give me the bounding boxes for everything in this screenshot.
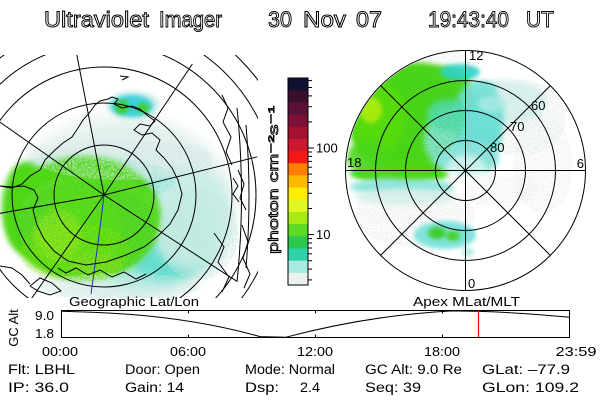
svg-text:19:43:40: 19:43:40 <box>428 7 509 32</box>
svg-text:Mode: Normal: Mode: Normal <box>245 362 335 377</box>
svg-text:18:00: 18:00 <box>424 344 460 359</box>
svg-text:06:00: 06:00 <box>170 344 206 359</box>
svg-text:07: 07 <box>356 7 382 32</box>
svg-text:Seq: 39: Seq: 39 <box>365 380 421 395</box>
svg-text:photon cm⁻²s⁻¹: photon cm⁻²s⁻¹ <box>265 105 281 254</box>
svg-text:6: 6 <box>577 156 584 171</box>
svg-text:23:59: 23:59 <box>556 344 597 359</box>
svg-text:18: 18 <box>347 155 361 170</box>
svg-text:2.4: 2.4 <box>300 380 321 395</box>
svg-text:10: 10 <box>316 227 330 242</box>
svg-text:12:00: 12:00 <box>297 344 333 359</box>
svg-text:Ultraviolet: Ultraviolet <box>44 7 149 32</box>
svg-text:70: 70 <box>510 119 524 134</box>
svg-text:UT: UT <box>526 7 554 32</box>
svg-text:IP: 36.0: IP: 36.0 <box>8 380 69 395</box>
svg-text:Imager: Imager <box>159 7 222 32</box>
svg-text:GLat: –77.9: GLat: –77.9 <box>482 362 570 377</box>
svg-text:100: 100 <box>316 141 338 156</box>
svg-text:80: 80 <box>490 140 504 155</box>
svg-text:GC Alt: 9.0 Re: GC Alt: 9.0 Re <box>365 362 462 377</box>
svg-text:0: 0 <box>468 276 475 291</box>
svg-text:Door: Open: Door: Open <box>125 362 200 377</box>
svg-text:Geographic Lat/Lon: Geographic Lat/Lon <box>69 294 199 309</box>
svg-text:Dsp:: Dsp: <box>245 380 279 395</box>
svg-text:30: 30 <box>268 7 292 32</box>
svg-text:Gain: 14: Gain: 14 <box>125 380 185 395</box>
svg-text:00:00: 00:00 <box>42 344 78 359</box>
svg-text:Nov: Nov <box>303 7 346 32</box>
svg-text:60: 60 <box>531 98 545 113</box>
svg-text:1.8: 1.8 <box>35 326 54 341</box>
svg-text:GLon: 109.2: GLon: 109.2 <box>482 380 579 395</box>
svg-text:Apex MLat/MLT: Apex MLat/MLT <box>413 294 520 309</box>
svg-text:GC Alt: GC Alt <box>6 309 21 347</box>
svg-text:12: 12 <box>469 48 483 63</box>
svg-text:9.0: 9.0 <box>35 308 54 323</box>
svg-text:Flt: LBHL: Flt: LBHL <box>8 362 76 377</box>
